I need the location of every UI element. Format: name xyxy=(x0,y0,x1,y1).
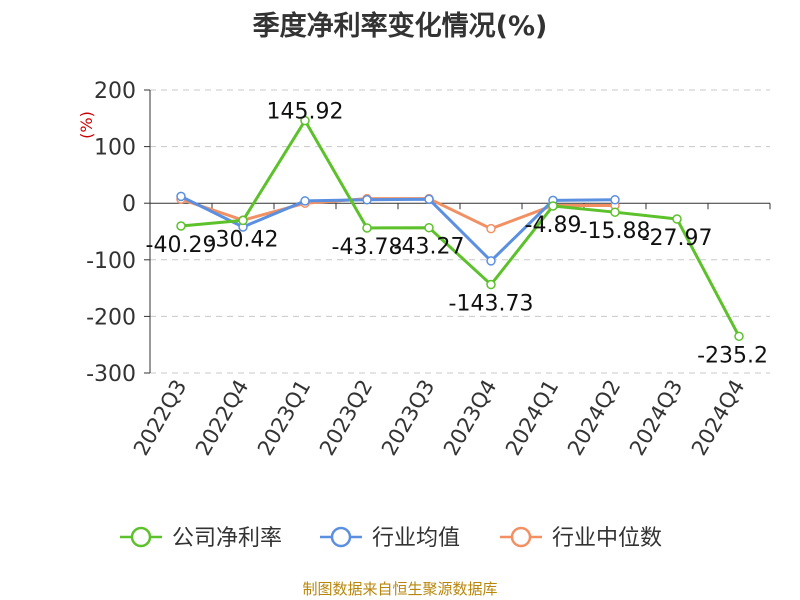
series-0-point-2024Q3 xyxy=(672,214,682,224)
data-label-2023Q2: -43.78 xyxy=(332,235,403,260)
data-label-2022Q4: -30.42 xyxy=(208,227,279,252)
legend-marker-2 xyxy=(510,526,532,548)
x-tick-label-2024Q4: 2024Q4 xyxy=(687,376,749,460)
y-tick-label-100: 100 xyxy=(94,136,136,161)
data-label-2024Q4: -235.2 xyxy=(697,343,768,368)
legend-label-0: 公司净利率 xyxy=(172,526,282,551)
series-0-point-2023Q4 xyxy=(486,279,496,290)
series-1-point-2023Q1 xyxy=(300,196,310,206)
series-0-point-2022Q4 xyxy=(238,215,248,226)
data-label-2022Q3: -40.29 xyxy=(146,233,217,258)
series-1-point-2022Q3 xyxy=(176,191,186,202)
series-0-point-2024Q4 xyxy=(734,331,744,342)
series-1-point-2023Q3 xyxy=(424,194,434,204)
y-tick-label--300: -300 xyxy=(86,362,136,387)
grid-lines xyxy=(150,89,770,374)
y-tick-label--200: -200 xyxy=(86,305,136,330)
series-0-point-2023Q2 xyxy=(362,223,372,233)
y-tick-label-0: 0 xyxy=(122,192,136,217)
legend: 公司净利率 行业均值 行业中位数 xyxy=(120,526,662,551)
data-label-2023Q4: -143.73 xyxy=(449,292,534,317)
data-label-2024Q3: -27.97 xyxy=(642,226,713,251)
data-label-2023Q1: 145.92 xyxy=(267,100,344,125)
x-tick-label-2022Q4: 2022Q4 xyxy=(191,376,253,460)
chart-title: 季度净利率变化情况(%) xyxy=(252,11,548,42)
series-line-1 xyxy=(180,195,616,263)
x-tick-label-2023Q2: 2023Q2 xyxy=(315,376,377,460)
x-tick-label-2024Q2: 2024Q2 xyxy=(563,376,625,460)
y-tick-label-200: 200 xyxy=(94,79,136,104)
legend-label-1: 行业均值 xyxy=(372,526,460,551)
data-label-2024Q1: -4.89 xyxy=(525,213,582,238)
y-tick-label--100: -100 xyxy=(86,249,136,274)
axes: 200 100 0 -100 -200 -300 (%) 2022Q3 2022Q4 2023Q1… xyxy=(77,79,771,460)
x-tick-label-2023Q4: 2023Q4 xyxy=(439,376,501,460)
x-tick-label-2023Q3: 2023Q3 xyxy=(377,376,439,460)
legend-label-2: 行业中位数 xyxy=(552,526,662,551)
series-2-point-2023Q4 xyxy=(486,223,496,234)
x-tick-label-2024Q1: 2024Q1 xyxy=(501,376,563,460)
legend-marker-0 xyxy=(130,526,152,548)
series-0-point-2024Q2 xyxy=(610,207,620,217)
series-1-point-2024Q2 xyxy=(610,195,620,205)
series-0-point-2024Q1 xyxy=(548,201,558,211)
x-tick-label-2022Q3: 2022Q3 xyxy=(129,376,191,460)
data-label-2024Q2: -15.88 xyxy=(580,219,651,244)
data-label-2023Q3: -43.27 xyxy=(394,235,465,260)
series-line-0 xyxy=(180,119,741,338)
legend-marker-1 xyxy=(330,526,352,548)
y-axis-label: (%) xyxy=(77,111,96,139)
series-1-point-2023Q4 xyxy=(486,256,496,266)
series-0-point-2023Q1 xyxy=(300,115,310,126)
x-tick-label-2024Q3: 2024Q3 xyxy=(625,376,687,460)
series-0-point-2022Q3 xyxy=(176,221,186,231)
series-1-point-2023Q2 xyxy=(362,195,372,205)
data-labels: -40.29-30.42 145.92 -43.78-43.27 -143.73 -4.… xyxy=(146,100,768,369)
data-source: 制图数据来自恒生聚源数据库 xyxy=(302,580,498,598)
series-lines xyxy=(176,115,744,342)
series-0-point-2023Q3 xyxy=(424,222,434,233)
x-tick-label-2023Q1: 2023Q1 xyxy=(253,376,315,460)
